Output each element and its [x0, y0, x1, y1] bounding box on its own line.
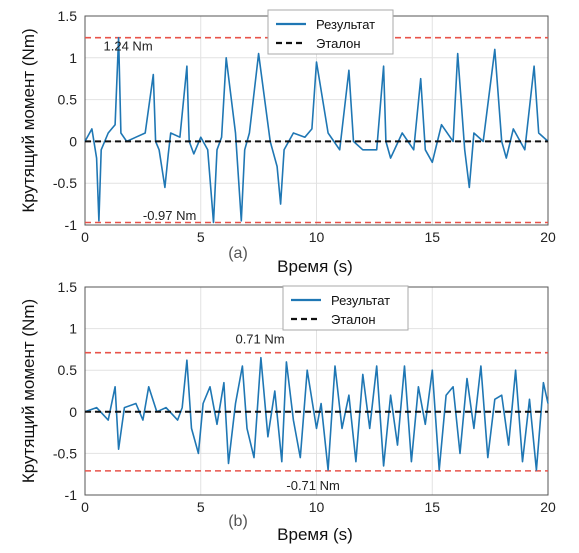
panel-label: (b)	[228, 513, 248, 530]
legend-box	[282, 285, 409, 331]
value-annotation: -0.71 Nm	[286, 478, 339, 493]
y-tick-label: 1.5	[58, 8, 78, 24]
chart-panel-a: 0 5 10 15 20 -1 -0.5 0 0.5 1 1.5 1.24 Nm -0.97 Nm Рез…	[19, 8, 556, 276]
y-tick-label: -0.5	[53, 445, 77, 461]
legend-label: Результат	[331, 293, 390, 308]
x-tick-label: 0	[81, 229, 89, 245]
x-tick-label: 10	[309, 229, 325, 245]
y-tick-label: 1.5	[58, 279, 78, 295]
x-tick-label: 20	[540, 499, 556, 515]
legend-label: Эталон	[331, 312, 376, 327]
x-tick-label: 10	[309, 499, 325, 515]
y-tick-label: 0.5	[58, 362, 78, 378]
chart-panel-b: 0 5 10 15 20 -1 -0.5 0 0.5 1 1.5 0.71 Nm -0.71 Nm Рез…	[19, 279, 556, 544]
x-tick-label: 0	[81, 499, 89, 515]
panel-label: (a)	[228, 245, 248, 262]
value-annotation: -0.97 Nm	[143, 208, 196, 223]
x-tick-label: 5	[197, 499, 205, 515]
x-tick-label: 20	[540, 229, 556, 245]
y-tick-label: 0	[69, 133, 77, 149]
x-tick-label: 5	[197, 229, 205, 245]
legend-label: Эталон	[316, 36, 361, 51]
result-series-line	[84, 356, 549, 471]
x-tick-label: 15	[424, 229, 440, 245]
y-tick-label: 1	[69, 321, 77, 337]
y-tick-label: -1	[65, 487, 78, 503]
x-tick-label: 15	[424, 499, 440, 515]
y-tick-label: 0.5	[58, 92, 78, 108]
y-tick-label: -1	[65, 217, 78, 233]
legend-label: Результат	[316, 17, 375, 32]
y-axis-label: Крутящий момент (Nm)	[19, 28, 38, 212]
y-tick-label: 1	[69, 50, 77, 66]
y-axis-label: Крутящий момент (Nm)	[19, 299, 38, 483]
y-tick-label: 0	[69, 404, 77, 420]
x-axis-label: Время (s)	[277, 257, 353, 276]
value-annotation: 1.24 Nm	[104, 38, 153, 53]
y-tick-label: -0.5	[53, 175, 77, 191]
value-annotation: 0.71 Nm	[235, 332, 284, 347]
result-series-line	[84, 36, 549, 224]
x-axis-label: Время (s)	[277, 525, 353, 544]
legend-box	[267, 9, 394, 55]
